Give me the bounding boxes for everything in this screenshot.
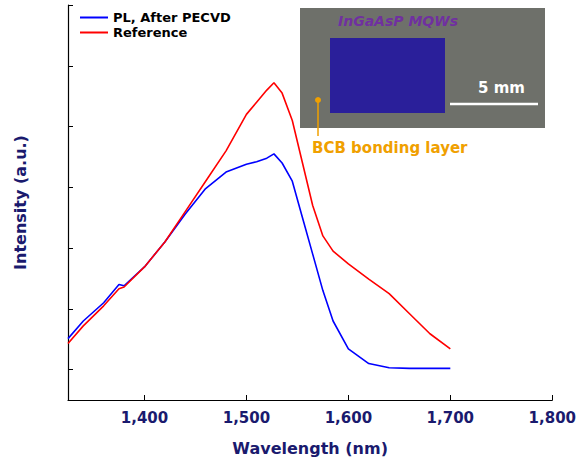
svg-text:PL, After PECVD: PL, After PECVD	[113, 10, 231, 25]
svg-text:Wavelength (nm): Wavelength (nm)	[232, 439, 388, 458]
svg-text:InGaAsP MQWs: InGaAsP MQWs	[338, 13, 458, 29]
svg-text:1,700: 1,700	[427, 409, 474, 427]
svg-text:1,400: 1,400	[121, 409, 168, 427]
svg-text:Intensity (a.u.): Intensity (a.u.)	[11, 135, 30, 270]
svg-text:1,600: 1,600	[325, 409, 372, 427]
svg-text:5 mm: 5 mm	[478, 79, 525, 97]
svg-text:1,500: 1,500	[223, 409, 270, 427]
svg-text:BCB bonding layer: BCB bonding layer	[312, 139, 468, 157]
svg-text:1,800: 1,800	[529, 409, 576, 427]
svg-text:Reference: Reference	[113, 25, 187, 40]
